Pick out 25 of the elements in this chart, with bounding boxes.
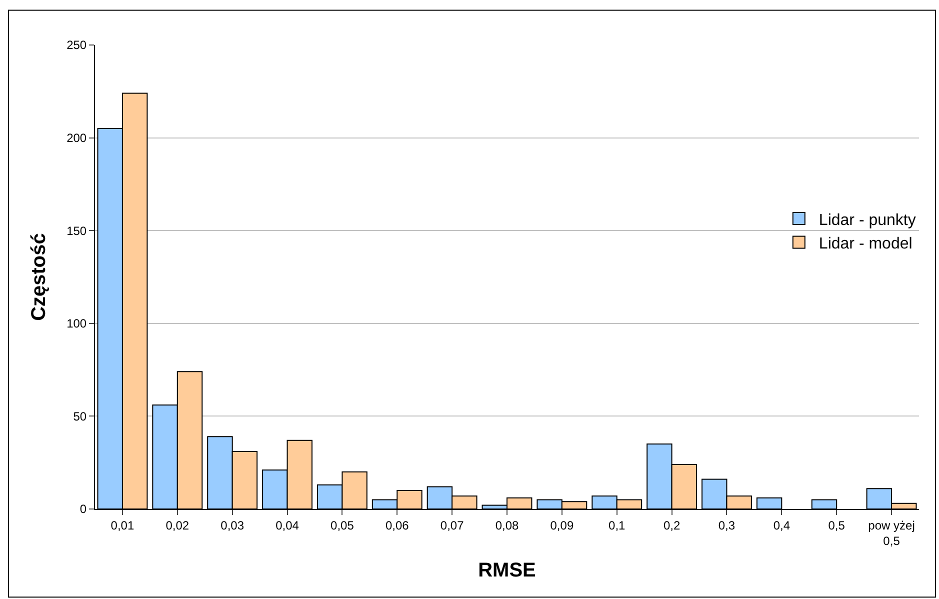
x-tick-label: 0,05 bbox=[330, 518, 354, 532]
x-tick-label: 0,2 bbox=[663, 518, 680, 532]
x-tick-label: 0,03 bbox=[220, 518, 244, 532]
x-tick-label: 0,07 bbox=[440, 518, 464, 532]
legend-label: Lidar - model bbox=[818, 236, 912, 253]
y-tick-label: 200 bbox=[66, 131, 87, 145]
y-tick-label: 0 bbox=[80, 502, 87, 516]
x-tick-label: 0,04 bbox=[276, 518, 300, 532]
x-tick-label: 0,08 bbox=[495, 518, 519, 532]
y-tick-label: 50 bbox=[73, 409, 87, 424]
y-axis-title: Częstość bbox=[28, 233, 50, 321]
x-axis-title: RMSE bbox=[478, 560, 536, 582]
x-tick-label: 0,01 bbox=[110, 518, 134, 532]
x-tick-label: pow yżej 0,5 bbox=[868, 518, 915, 548]
x-tick-label: 0,1 bbox=[608, 518, 626, 532]
y-tick-label: 150 bbox=[66, 224, 87, 238]
x-tick-label: 0,02 bbox=[166, 518, 190, 532]
y-tick-label: 250 bbox=[66, 38, 87, 52]
legend-label: Lidar - punkty bbox=[818, 212, 916, 229]
x-tick-label: 0,06 bbox=[385, 518, 410, 532]
x-tick-label: 0,5 bbox=[828, 518, 846, 532]
x-tick-label: 0,3 bbox=[718, 518, 736, 532]
x-tick-label: 0,4 bbox=[773, 518, 790, 532]
y-tick-label: 100 bbox=[66, 316, 87, 331]
x-tick-label: 0,09 bbox=[550, 518, 574, 532]
